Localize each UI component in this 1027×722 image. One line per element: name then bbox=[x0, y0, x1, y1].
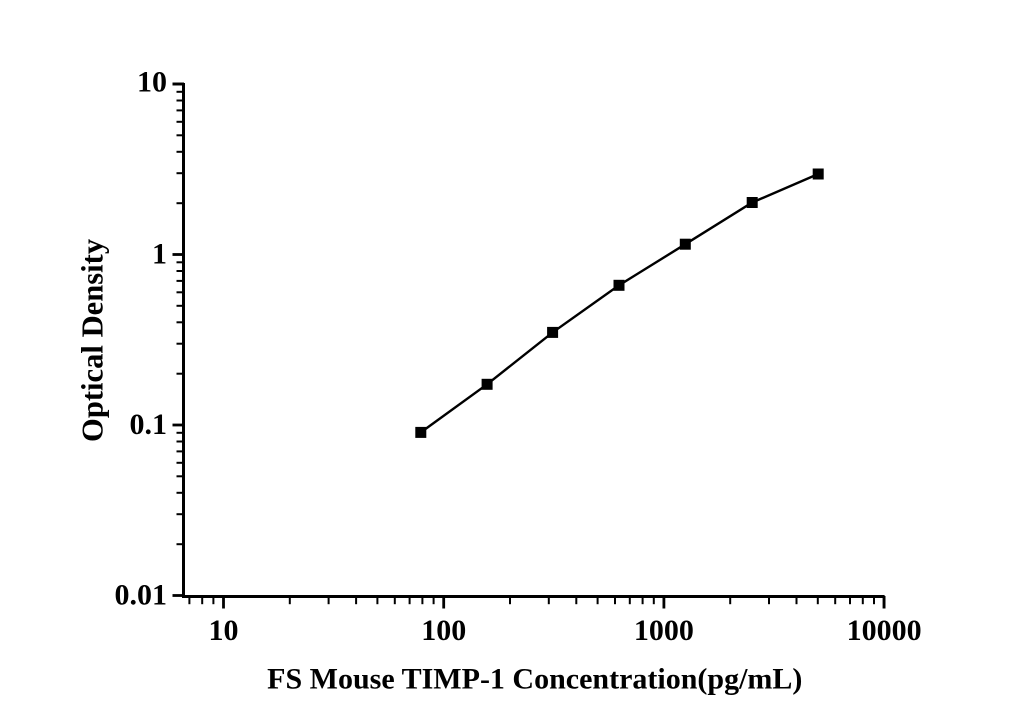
svg-text:1000: 1000 bbox=[634, 614, 694, 647]
svg-text:10: 10 bbox=[137, 66, 167, 99]
svg-text:10: 10 bbox=[209, 614, 239, 647]
svg-text:Optical Density: Optical Density bbox=[76, 239, 110, 442]
svg-text:10000: 10000 bbox=[847, 614, 922, 647]
svg-text:1: 1 bbox=[152, 238, 167, 271]
svg-text:0.01: 0.01 bbox=[115, 579, 168, 612]
svg-text:100: 100 bbox=[421, 614, 466, 647]
svg-text:0.1: 0.1 bbox=[130, 408, 168, 441]
svg-text:FS Mouse TIMP-1 Concentration(: FS Mouse TIMP-1 Concentration(pg/mL) bbox=[267, 663, 802, 696]
